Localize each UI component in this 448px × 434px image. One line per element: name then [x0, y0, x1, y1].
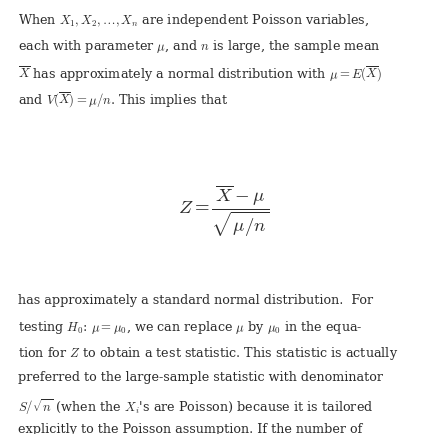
Text: preferred to the large-sample statistic with denominator: preferred to the large-sample statistic … — [18, 371, 383, 384]
Text: tion for $Z$ to obtain a test statistic. This statistic is actually: tion for $Z$ to obtain a test statistic.… — [18, 345, 398, 362]
Text: testing $H_0$: $\mu = \mu_0$, we can replace $\mu$ by $\mu_0$ in the equa-: testing $H_0$: $\mu = \mu_0$, we can rep… — [18, 319, 362, 336]
Text: $Z = \dfrac{\overline{X} - \mu}{\sqrt{\mu/n}}$: $Z = \dfrac{\overline{X} - \mu}{\sqrt{\m… — [178, 183, 270, 239]
Text: When $X_1, X_2,\ldots, X_n$ are independent Poisson variables,: When $X_1, X_2,\ldots, X_n$ are independ… — [18, 12, 369, 29]
Text: $S/\sqrt{n}$ (when the $X_i$'s are Poisson) because it is tailored: $S/\sqrt{n}$ (when the $X_i$'s are Poiss… — [18, 397, 373, 417]
Text: and $V(\overline{X}) = \mu/n$. This implies that: and $V(\overline{X}) = \mu/n$. This impl… — [18, 89, 228, 108]
Text: has approximately a standard normal distribution.  For: has approximately a standard normal dist… — [18, 294, 373, 307]
Text: explicitly to the Poisson assumption. If the number of: explicitly to the Poisson assumption. If… — [18, 423, 362, 434]
Text: $\overline{X}$ has approximately a normal distribution with $\mu = E(\overline{X: $\overline{X}$ has approximately a norma… — [18, 64, 382, 83]
Text: each with parameter $\mu$, and $n$ is large, the sample mean: each with parameter $\mu$, and $n$ is la… — [18, 38, 380, 55]
